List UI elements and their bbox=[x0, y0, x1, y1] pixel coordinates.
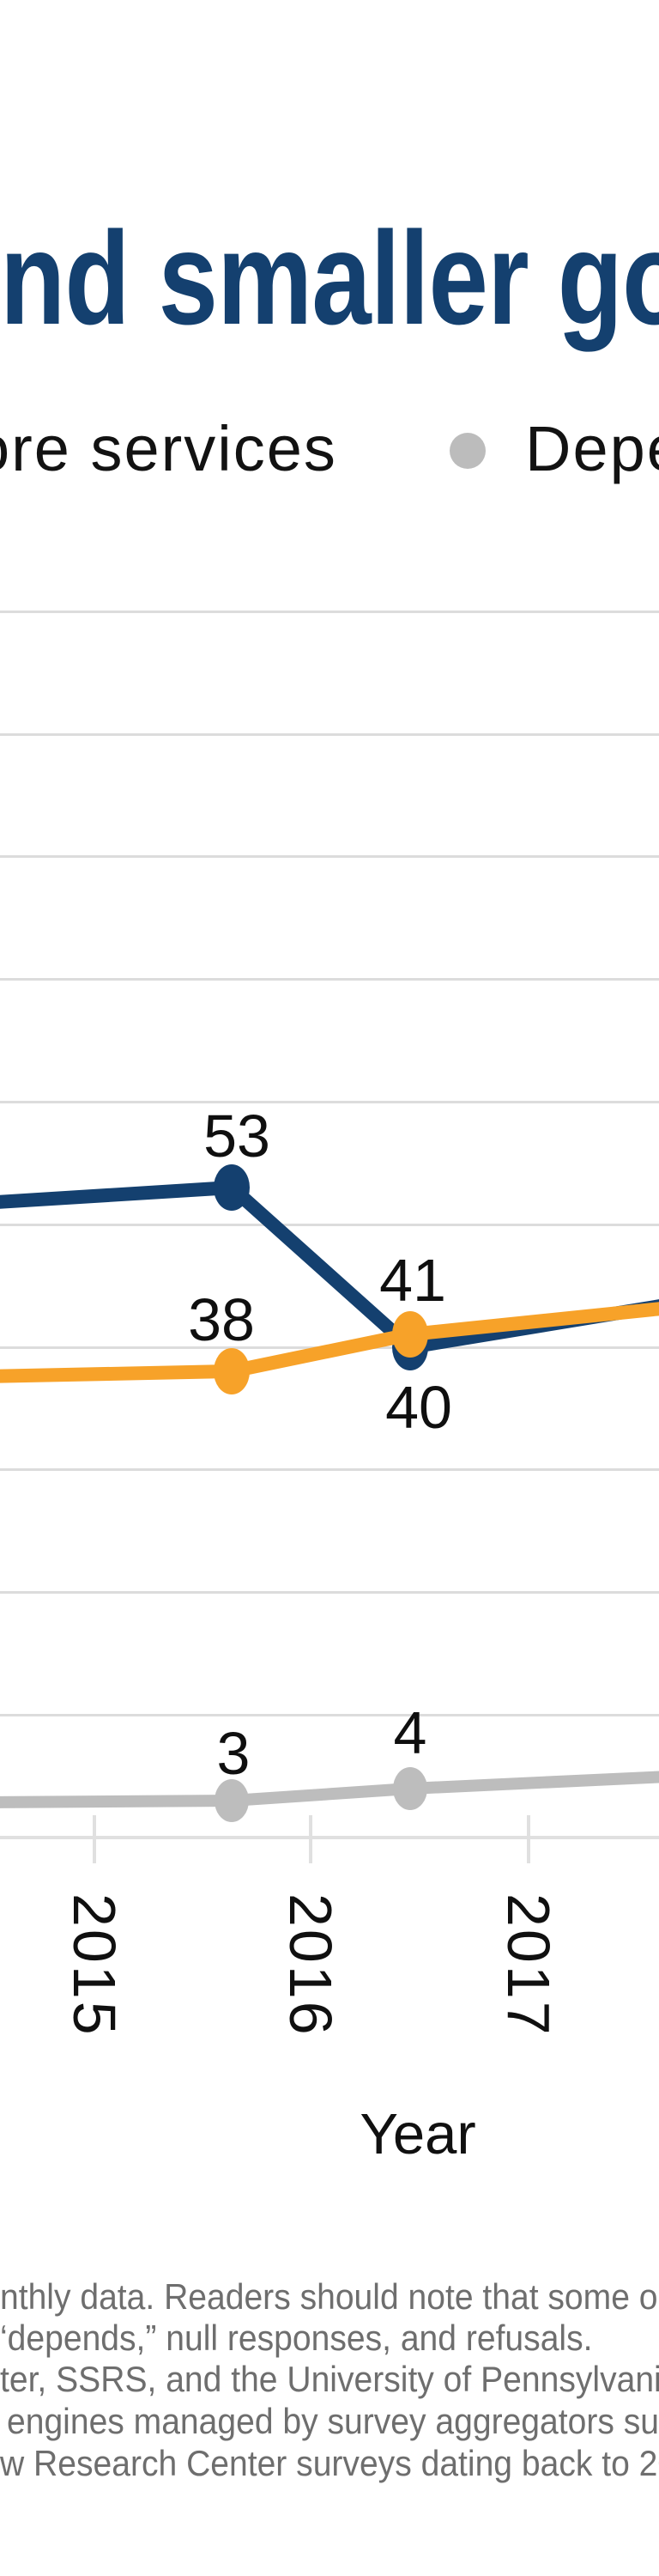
gridline-30 bbox=[0, 1468, 659, 1471]
footnote-line-3: ter, SSRS, and the University of Pennsyl… bbox=[0, 2359, 659, 2399]
point-label-4: 4 bbox=[393, 1699, 427, 1766]
gridline-10 bbox=[0, 1714, 659, 1716]
x-tick-label-2015: 2015 bbox=[61, 1893, 128, 2038]
gridline-50 bbox=[0, 1224, 659, 1226]
gridline-70 bbox=[0, 978, 659, 981]
x-tick-2017 bbox=[527, 1815, 530, 1863]
footnote-line-1: nthly data. Readers should note that som… bbox=[0, 2276, 658, 2317]
footnote-line-2: ‘depends,” null responses, and refusals. bbox=[0, 2318, 593, 2358]
x-axis-title: Year bbox=[360, 2102, 476, 2166]
orange-marker-38 bbox=[214, 1348, 250, 1394]
navy-marker-53 bbox=[214, 1164, 250, 1211]
x-tick-label-2016: 2016 bbox=[277, 1893, 344, 2038]
x-tick-label-2017: 2017 bbox=[495, 1893, 562, 2038]
plot-lines bbox=[0, 1164, 659, 1822]
point-label-3: 3 bbox=[216, 1720, 251, 1787]
chart-title: nd smaller go bbox=[0, 204, 659, 352]
gray-marker-3 bbox=[215, 1779, 249, 1822]
point-label-38: 38 bbox=[188, 1286, 255, 1353]
orange-line bbox=[0, 1302, 659, 1383]
gridline-20 bbox=[0, 1591, 659, 1594]
legend-gray-dot-icon bbox=[450, 433, 486, 469]
legend-item-more-services: ore services bbox=[0, 413, 337, 484]
footnote-line-4: engines managed by survey aggregators su bbox=[7, 2401, 659, 2441]
footnote-line-5: w Research Center surveys dating back to… bbox=[0, 2443, 659, 2483]
gridline-100 bbox=[0, 611, 659, 613]
x-tick-2016 bbox=[309, 1815, 312, 1863]
point-label-41: 41 bbox=[379, 1247, 446, 1314]
legend-item-depends: Depe bbox=[525, 413, 659, 484]
gray-marker-4 bbox=[393, 1767, 427, 1810]
point-label-53: 53 bbox=[203, 1103, 270, 1170]
x-axis-line bbox=[0, 1836, 659, 1839]
gray-line bbox=[0, 1771, 659, 1808]
gridline-60 bbox=[0, 1101, 659, 1103]
point-label-40: 40 bbox=[385, 1374, 452, 1441]
gridline-80 bbox=[0, 855, 659, 858]
orange-marker-41 bbox=[392, 1311, 428, 1358]
gridline-90 bbox=[0, 733, 659, 736]
x-tick-2015 bbox=[93, 1815, 96, 1863]
